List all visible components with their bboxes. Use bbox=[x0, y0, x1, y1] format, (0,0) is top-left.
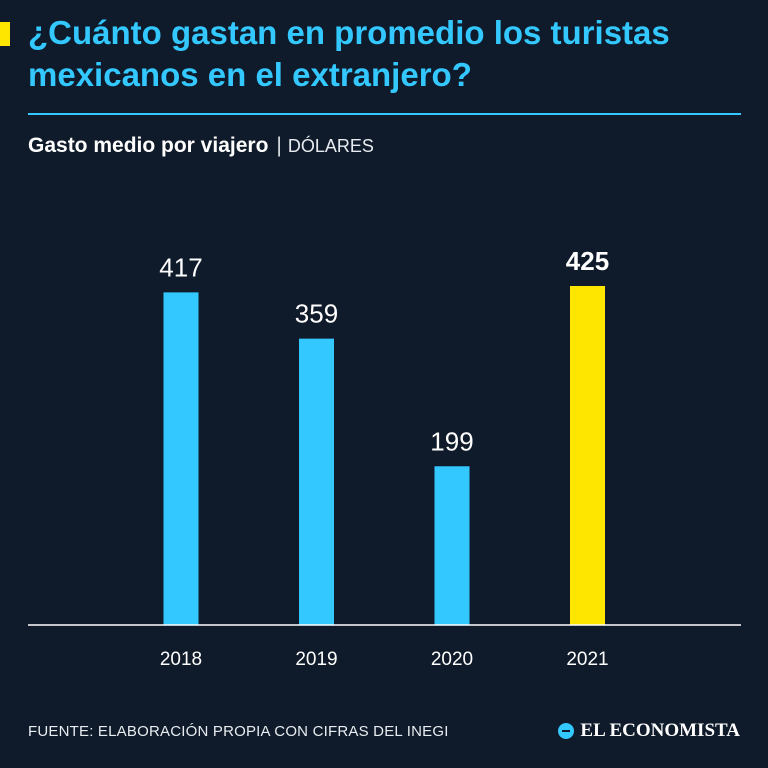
chart-title: ¿Cuánto gastan en promedio los turistas … bbox=[28, 14, 670, 93]
accent-bar bbox=[0, 22, 10, 46]
x-tick-label-2020: 2020 bbox=[431, 649, 473, 670]
subtitle-measure: Gasto medio por viajero bbox=[28, 134, 269, 157]
brand-name: EL ECONOMISTA bbox=[580, 720, 740, 741]
data-label-2021: 425 bbox=[566, 246, 609, 276]
bar-2021 bbox=[570, 286, 605, 625]
x-tick-label-2021: 2021 bbox=[566, 649, 608, 670]
chart-subtitle: Gasto medio por viajero | DÓLARES bbox=[28, 134, 374, 158]
brand-icon bbox=[558, 723, 575, 739]
title-divider bbox=[28, 113, 741, 115]
bar-2018 bbox=[163, 292, 199, 625]
data-label-2018: 417 bbox=[159, 252, 202, 282]
brand-logo: EL ECONOMISTA bbox=[558, 720, 740, 742]
bar-2020 bbox=[434, 466, 470, 625]
subtitle-separator: | bbox=[276, 134, 282, 157]
x-tick-label-2019: 2019 bbox=[295, 649, 337, 670]
data-label-2020: 199 bbox=[430, 426, 473, 456]
subtitle-unit: DÓLARES bbox=[287, 136, 374, 156]
x-tick-label-2018: 2018 bbox=[160, 649, 202, 670]
bar-2019 bbox=[299, 338, 334, 625]
data-label-2019: 359 bbox=[295, 299, 338, 329]
source-note: FUENTE: ELABORACIÓN PROPIA CON CIFRAS DE… bbox=[28, 723, 449, 740]
